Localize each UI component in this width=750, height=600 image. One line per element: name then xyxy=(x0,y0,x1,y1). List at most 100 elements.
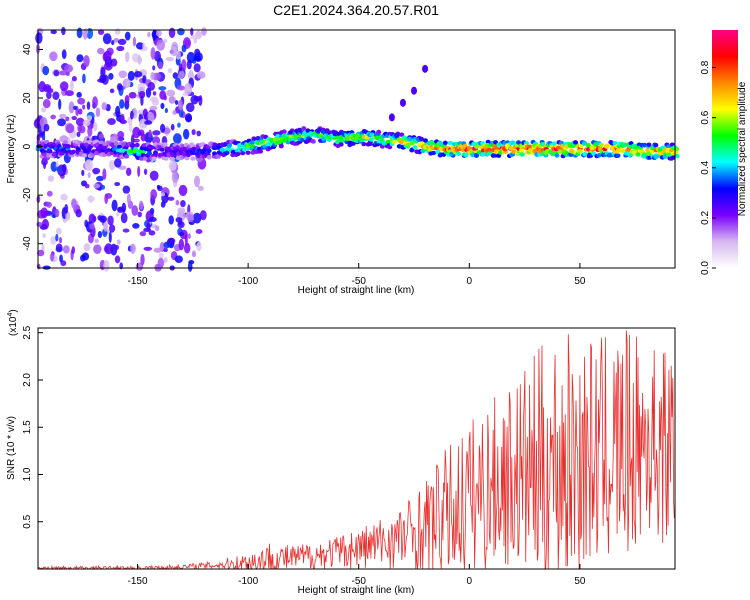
noise-blob xyxy=(150,47,156,59)
ridge-cell xyxy=(151,156,157,161)
noise-blob xyxy=(172,109,177,115)
ridge-cell xyxy=(190,156,196,161)
noise-blob xyxy=(37,249,45,257)
ridge-cell xyxy=(504,143,510,148)
noise-blob xyxy=(155,225,160,232)
noise-blob xyxy=(84,159,94,172)
ridge-cell xyxy=(146,151,152,156)
noise-blob xyxy=(172,133,182,144)
ridge-cell xyxy=(391,140,397,145)
noise-blob xyxy=(116,83,123,91)
noise-blob xyxy=(104,193,109,205)
ridge-cell xyxy=(412,145,418,150)
noise-blob xyxy=(124,31,131,41)
ridge-cell xyxy=(511,149,517,155)
noise-blob xyxy=(138,129,145,137)
ridge-cell xyxy=(124,154,130,159)
noise-blob xyxy=(46,190,53,197)
noise-blob xyxy=(43,161,47,170)
ridge-cell xyxy=(582,151,588,157)
noise-blob xyxy=(76,91,82,98)
noise-blob xyxy=(59,70,68,76)
noise-blob xyxy=(114,255,121,264)
noise-blob xyxy=(152,65,156,71)
noise-blob xyxy=(165,56,174,62)
ridge-cell xyxy=(221,142,227,148)
noise-blob xyxy=(42,98,51,109)
noise-blob xyxy=(46,201,52,208)
noise-blob xyxy=(49,88,54,93)
ridge-cell xyxy=(615,148,621,154)
noise-blob xyxy=(40,207,48,219)
y-tick-label: 0 xyxy=(22,143,33,149)
ridge-cell xyxy=(398,139,404,145)
noise-blob xyxy=(196,71,206,79)
noise-blob xyxy=(157,257,165,269)
ridge-cell xyxy=(596,153,602,158)
ridge-cell xyxy=(449,151,455,157)
noise-blob xyxy=(194,175,201,188)
ridge-cell xyxy=(486,147,492,153)
noise-blob xyxy=(107,215,114,226)
ridge-cell xyxy=(635,152,641,157)
snr-y-multiplier: (x104) xyxy=(7,309,19,336)
noise-blob xyxy=(163,241,171,249)
noise-blob xyxy=(163,248,168,253)
noise-blob xyxy=(121,202,127,213)
ridge-cell xyxy=(163,156,169,161)
ridge-cell xyxy=(47,149,53,154)
noise-blob xyxy=(116,211,120,217)
noise-blob xyxy=(78,125,86,134)
noise-blob xyxy=(55,233,59,242)
noise-blob xyxy=(92,96,98,109)
colorbar-ticks: 0.0 0.2 0.4 0.6 0.8 xyxy=(700,60,716,275)
noise-blob xyxy=(117,207,122,212)
noise-blob xyxy=(82,104,86,110)
spectrogram-panel: -150 -100 -50 0 50 -40 -20 0 20 40 Height of str… xyxy=(6,26,680,296)
noise-blob xyxy=(135,42,145,50)
noise-blob xyxy=(158,252,164,259)
noise-blob xyxy=(108,231,112,243)
ridge-cell xyxy=(148,145,154,151)
noise-blob xyxy=(177,207,186,214)
noise-blob xyxy=(140,95,144,106)
noise-blob xyxy=(69,79,74,92)
noise-blob xyxy=(128,91,137,99)
noise-blob xyxy=(97,29,105,35)
ridge-cell xyxy=(159,147,165,152)
spectrogram-y-ticks: -40 -20 0 20 40 xyxy=(22,43,43,251)
ridge-cell xyxy=(387,144,393,150)
noise-blob xyxy=(40,107,47,113)
noise-blob xyxy=(172,72,178,79)
noise-blob xyxy=(93,244,102,254)
noise-blob xyxy=(177,28,185,36)
ridge-cell xyxy=(59,151,65,156)
noise-blob xyxy=(138,90,146,99)
noise-blob xyxy=(144,120,153,125)
noise-blob xyxy=(47,175,55,182)
noise-blob xyxy=(174,255,183,263)
noise-blob xyxy=(190,27,194,36)
noise-blob xyxy=(177,99,184,111)
noise-blob xyxy=(124,94,130,105)
ridge-cell xyxy=(310,139,316,144)
ridge-cell xyxy=(527,144,533,149)
ridge-cell xyxy=(367,141,373,147)
noise-blob xyxy=(197,185,204,191)
noise-blob xyxy=(38,132,44,138)
snr-series-line xyxy=(37,330,675,571)
noise-blob xyxy=(81,252,90,261)
noise-blob xyxy=(180,200,186,208)
snr-y-label: SNR (10 * v/v) xyxy=(6,416,17,480)
ridge-cell xyxy=(65,144,71,149)
noise-blob xyxy=(191,250,196,258)
noise-blob xyxy=(177,221,185,229)
noise-blob xyxy=(195,228,203,234)
ridge-cell xyxy=(508,146,514,151)
noise-blob xyxy=(167,237,176,245)
noise-blob xyxy=(171,41,179,53)
ridge-cell xyxy=(181,146,187,152)
noise-blob xyxy=(181,44,187,53)
noise-blob xyxy=(66,123,75,134)
noise-blob xyxy=(199,210,207,221)
